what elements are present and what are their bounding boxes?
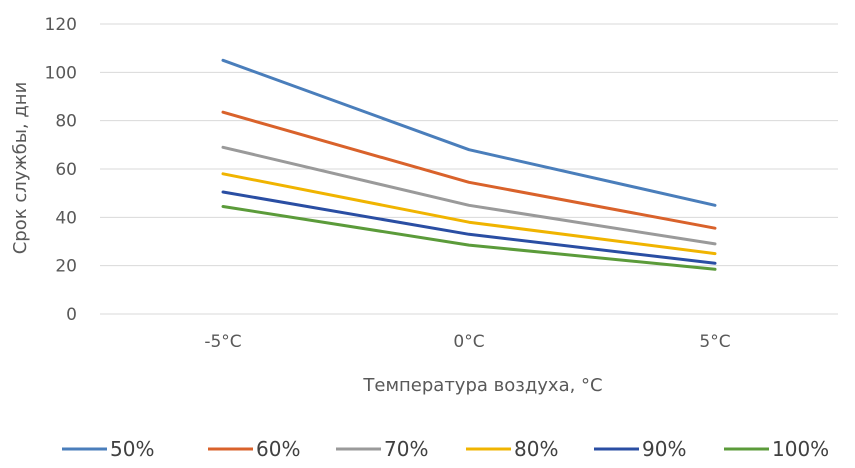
legend-item: 70%: [336, 437, 428, 461]
legend-label: 90%: [642, 437, 686, 461]
x-tick-label: -5°C: [204, 332, 241, 352]
series-line-70pct: [221, 145, 717, 246]
gridlines: [100, 23, 838, 315]
legend-label: 80%: [514, 437, 558, 461]
y-axis-title: Срок службы, дни: [10, 82, 31, 255]
y-tick-label: 40: [55, 208, 77, 228]
legend-label: 60%: [256, 437, 300, 461]
legend-label: 100%: [772, 437, 829, 461]
x-tick-label: 0°C: [453, 332, 484, 352]
series-lines: [221, 58, 717, 271]
y-tick-label: 120: [45, 15, 77, 35]
y-tick-label: 80: [55, 112, 77, 132]
legend-item: 80%: [466, 437, 558, 461]
series-line-50pct: [221, 58, 717, 207]
x-axis-title: Температура воздуха, °C: [362, 375, 602, 396]
legend: 50% 60% 70% 80% 90% 100%: [62, 437, 829, 461]
series-line-60pct: [221, 110, 717, 230]
series-line-100pct: [221, 205, 717, 271]
legend-label: 50%: [110, 437, 154, 461]
y-axis-ticks: 0 20 40 60 80 100 120: [45, 15, 77, 325]
series-line-90pct: [221, 190, 717, 265]
legend-item: 50%: [62, 437, 154, 461]
legend-item: 90%: [594, 437, 686, 461]
y-tick-label: 60: [55, 160, 77, 180]
y-tick-label: 100: [45, 63, 77, 83]
x-tick-label: 5°C: [699, 332, 730, 352]
legend-label: 70%: [384, 437, 428, 461]
y-tick-label: 0: [66, 305, 77, 325]
series-line-80pct: [221, 172, 717, 256]
y-tick-label: 20: [55, 257, 77, 277]
legend-item: 60%: [208, 437, 300, 461]
legend-item: 100%: [724, 437, 829, 461]
x-axis-ticks: -5°C 0°C 5°C: [204, 332, 730, 352]
